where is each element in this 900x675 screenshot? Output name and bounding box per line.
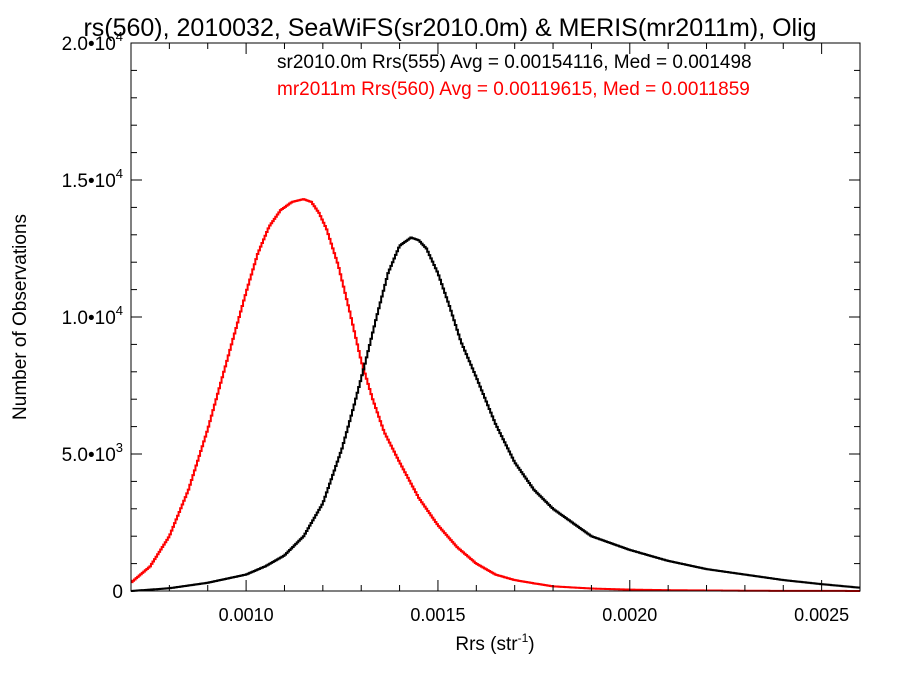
y-tick-label: 1.5•104 [62,166,123,192]
y-axis-ticks: 0 5.0•103 1.0•104 1.5•104 2.0•104 [62,29,860,603]
annotation-line-1: sr2010.0m Rrs(555) Avg = 0.00154116, Med… [277,52,752,73]
plot-area: 0.0010 0.0015 0.0020 0.0025 0 5.0•103 1.0•104… [62,29,861,625]
x-axis-label: Rrs (str-1) [455,631,534,655]
y-tick-label: 2.0•104 [62,29,123,55]
y-tick-label: 5.0•103 [62,440,123,466]
annotation-line-2: mr2011m Rrs(560) Avg = 0.00119615, Med =… [277,79,750,100]
y-tick-label: 1.0•104 [62,303,123,329]
x-axis-ticks: 0.0010 0.0015 0.0020 0.0025 [130,43,861,625]
x-tick-label: 0.0010 [219,605,274,625]
series-layer [131,198,860,592]
x-tick-label: 0.0015 [410,605,465,625]
x-tick-label: 0.0020 [602,605,657,625]
series-line-2 [131,236,860,592]
series-line-1 [131,198,860,592]
y-tick-label: 0 [112,582,123,603]
x-tick-label: 0.0025 [794,605,849,625]
chart-title: rs(560), 2010032, SeaWiFS(sr2010.0m) & M… [83,14,816,42]
y-axis-label: Number of Observations [10,214,31,420]
